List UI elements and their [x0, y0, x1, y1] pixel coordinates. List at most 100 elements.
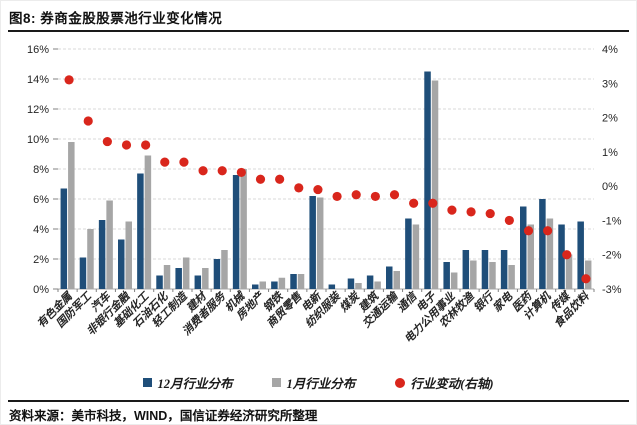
change-dot — [179, 157, 189, 167]
bar-december — [558, 224, 565, 289]
right-axis-tick-label: -3% — [602, 284, 622, 296]
change-dot — [523, 226, 534, 236]
bar-december — [60, 188, 68, 289]
change-dot — [64, 75, 74, 85]
x-axis-category-label: 通信 — [395, 289, 421, 315]
change-dot — [447, 205, 457, 215]
bar-january — [259, 281, 266, 289]
x-axis-category-label: 银行 — [471, 289, 497, 315]
bar-january — [431, 80, 439, 289]
bar-december — [232, 175, 240, 289]
bar-december — [137, 173, 144, 289]
bar-january — [182, 257, 190, 289]
change-dot — [236, 167, 246, 178]
bar-december — [577, 221, 584, 289]
bar-january — [221, 250, 228, 289]
right-axis-tick-label: 4% — [602, 44, 618, 56]
bar-december — [405, 218, 412, 289]
bar-january — [470, 260, 477, 289]
source-rule — [8, 400, 629, 402]
change-dot — [102, 136, 112, 147]
bar-december — [539, 199, 546, 289]
bar-january — [546, 218, 554, 289]
left-axis-tick-label: 10% — [27, 134, 49, 146]
change-dot — [332, 191, 342, 202]
legend-label: 1月行业分布 — [286, 377, 356, 391]
bar-january — [278, 277, 286, 289]
change-dot — [389, 190, 400, 200]
bar-january — [374, 281, 381, 289]
bar-december — [175, 268, 182, 289]
change-dot — [351, 190, 361, 200]
right-axis-tick-label: 1% — [602, 147, 618, 159]
bar-december — [309, 196, 316, 289]
bar-december — [79, 257, 87, 289]
bar-december — [386, 266, 393, 289]
legend-item-change: 行业变动(右轴) — [395, 373, 494, 392]
left-axis-tick-label: 2% — [33, 254, 49, 266]
bar-december — [271, 281, 278, 289]
change-dot — [255, 174, 266, 184]
change-dot — [121, 140, 132, 150]
change-dot — [198, 166, 208, 176]
bar-december — [500, 250, 508, 289]
figure-title: 图8: 券商金股股票池行业变化情况 — [9, 11, 223, 26]
bar-january — [297, 274, 305, 289]
bar-december — [118, 239, 125, 289]
left-axis-tick-label: 16% — [27, 44, 49, 56]
bar-january — [565, 254, 573, 289]
change-dot — [504, 215, 514, 226]
change-dot — [294, 183, 304, 193]
change-dot — [466, 207, 476, 217]
legend-item-january: 1月行业分布 — [272, 373, 355, 392]
bar-january — [125, 221, 132, 289]
left-axis-tick-label: 0% — [33, 284, 49, 296]
right-axis-tick-label: 0% — [602, 181, 618, 193]
left-axis-tick-label: 8% — [33, 164, 49, 176]
change-dot — [562, 250, 572, 260]
legend-dot-icon — [395, 377, 406, 388]
legend-label: 12月行业分布 — [157, 377, 233, 391]
bar-december — [520, 206, 527, 289]
bar-december — [443, 262, 450, 289]
left-axis-tick-label: 6% — [33, 194, 49, 206]
bar-january — [68, 142, 75, 289]
bar-january — [144, 155, 152, 289]
change-dot — [217, 166, 227, 176]
bar-january — [202, 268, 209, 289]
change-dot — [409, 198, 419, 208]
change-dot — [543, 226, 553, 236]
bar-january — [489, 262, 496, 289]
bar-december — [366, 275, 374, 289]
chart-legend: 12月行业分布 1月行业分布 行业变动(右轴) — [1, 373, 636, 392]
bar-december — [290, 274, 297, 289]
legend-square-icon — [272, 378, 282, 387]
right-axis-tick-label: 2% — [602, 113, 618, 125]
bar-december — [328, 284, 336, 289]
change-dot — [428, 198, 438, 208]
change-dot — [485, 208, 495, 219]
bar-december — [213, 259, 221, 289]
x-axis-category-label: 家电 — [490, 289, 515, 314]
right-axis-tick-label: -2% — [602, 250, 622, 262]
bar-january — [87, 229, 94, 289]
bar-december — [347, 278, 355, 289]
legend-label: 行业变动(右轴) — [410, 377, 494, 391]
bar-december — [481, 250, 489, 289]
bar-january — [106, 200, 113, 289]
bar-december — [424, 71, 431, 289]
legend-square-icon — [143, 378, 153, 387]
left-axis-tick-label: 14% — [27, 74, 49, 86]
bar-chart: 0% 2% 4% 6% 8% 10% 12% 14% 16% -3% -2% -1% 0% 1% 2% 3% 4… — [27, 44, 622, 346]
bar-december — [156, 275, 163, 289]
change-dot — [370, 191, 380, 202]
change-dot — [160, 157, 170, 167]
change-dot — [141, 140, 151, 150]
bar-january — [508, 265, 515, 289]
bar-january — [240, 169, 247, 289]
bar-january — [393, 271, 400, 289]
bar-january — [355, 283, 362, 289]
bar-january — [316, 197, 324, 289]
source-text: 资料来源：美市科技，WIND，国信证券经济研究所整理 — [9, 409, 318, 423]
